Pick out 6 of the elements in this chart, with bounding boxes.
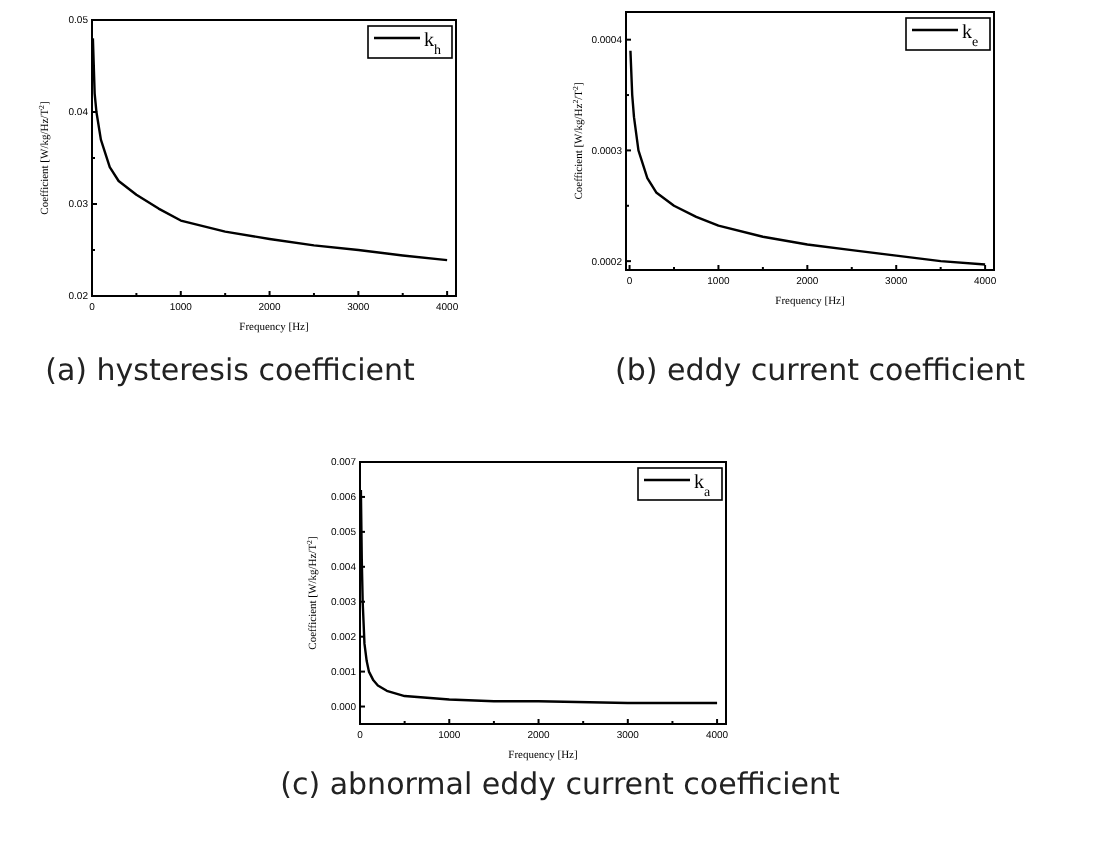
text: (c) abnormal eddy current coefficient [280, 766, 840, 802]
legend-label: k$_{e}$ [962, 22, 979, 50]
text: (b) eddy current coefficient [615, 352, 1026, 388]
text: (a) hysteresis coefficient [45, 352, 416, 388]
legend-label: k$_{h}$ [424, 30, 442, 58]
legend-label: k$_{a}$ [694, 472, 712, 500]
